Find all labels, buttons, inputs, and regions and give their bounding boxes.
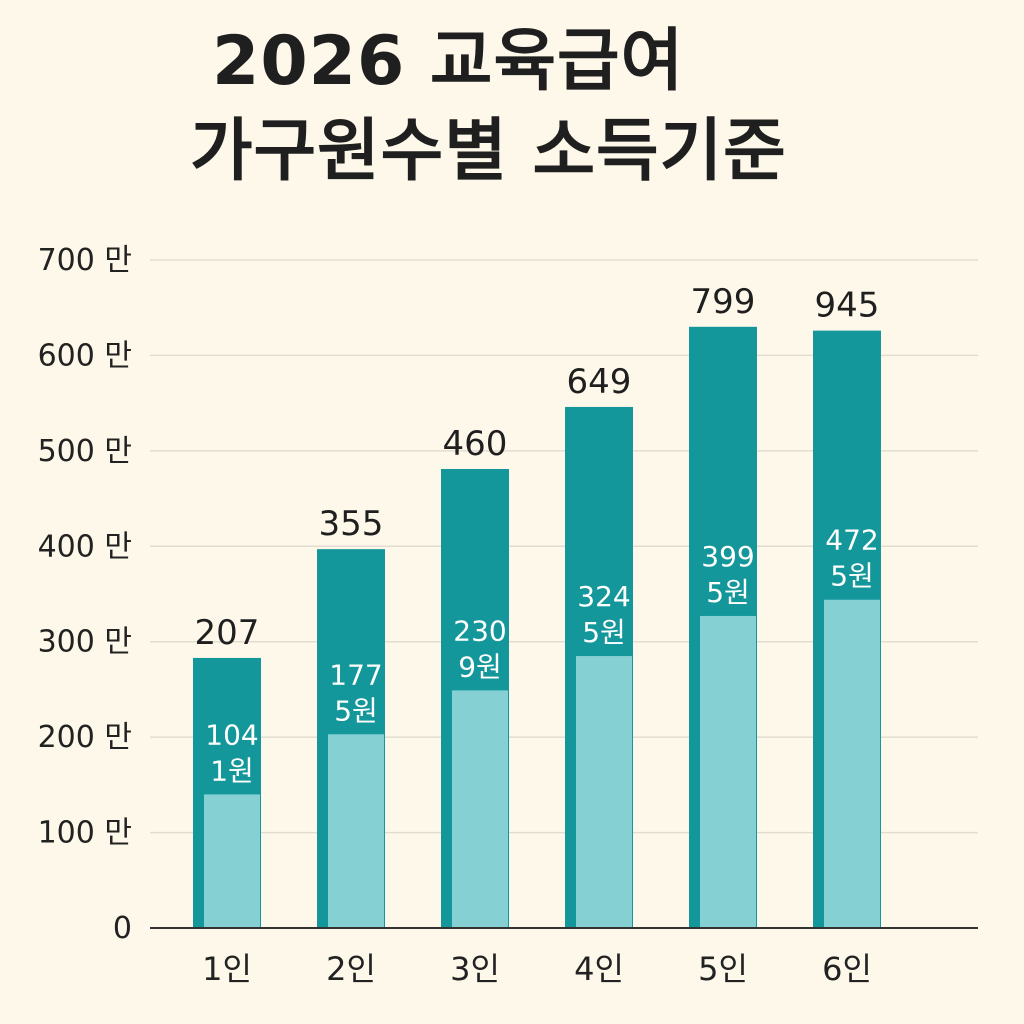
data-label-base-3-line-2: 9원 [458, 650, 502, 683]
bar-base-3 [452, 690, 508, 928]
y-tick-label: 700 만 [38, 243, 132, 278]
x-tick-label-5: 5인 [698, 950, 748, 988]
data-label-base-5-line-1: 399 [701, 540, 754, 573]
data-label-base-5-line-2: 5원 [706, 576, 750, 609]
y-tick-label: 300 만 [38, 625, 132, 660]
y-tick-label: 200 만 [38, 720, 132, 755]
x-tick-label-4: 4인 [574, 950, 624, 988]
data-label-base-2-line-2: 5원 [334, 694, 378, 727]
y-tick-label: 500 만 [38, 434, 132, 469]
bars [193, 326, 881, 929]
bar-base-5 [700, 615, 756, 928]
y-tick-label: 600 만 [38, 338, 132, 373]
data-label-total-1: 207 [195, 613, 260, 653]
y-axis-ticks: 0 100 만 200 만 300 만 400 만 500 만 600 만 700 만 [38, 243, 132, 946]
x-tick-label-1: 1인 [202, 950, 252, 988]
bar-base-4 [576, 656, 632, 928]
chart-title-line-2: 가구원수별 소득기준 [190, 112, 787, 191]
data-labels: 2071041원3551775원4602309원6493245원7993995원… [195, 282, 880, 788]
x-tick-label-2: 2인 [326, 950, 376, 988]
x-tick-label-6: 6인 [822, 950, 872, 988]
chart-title-line-1: 2026 교육급여 [212, 22, 685, 101]
data-label-base-2-line-1: 177 [329, 658, 382, 691]
bar-base-1 [204, 794, 260, 928]
data-label-total-2: 355 [319, 504, 384, 544]
y-tick-label: 400 만 [38, 529, 132, 564]
data-label-total-3: 460 [443, 424, 508, 464]
data-label-base-4-line-1: 324 [577, 580, 630, 613]
bar-base-2 [328, 734, 384, 928]
x-tick-label-3: 3인 [450, 950, 500, 988]
data-label-base-4-line-2: 5원 [582, 616, 626, 649]
bar-base-6 [824, 599, 880, 928]
y-tick-label: 0 [113, 911, 132, 946]
data-label-base-1-line-1: 104 [205, 718, 258, 751]
data-label-base-6-line-2: 5원 [830, 560, 874, 593]
data-label-total-5: 799 [691, 282, 756, 322]
data-label-base-1-line-2: 1원 [210, 754, 254, 787]
data-label-base-3-line-1: 230 [453, 614, 506, 647]
x-axis-ticks: 1인 2인 3인 4인 5인 6인 [202, 950, 872, 988]
data-label-base-6-line-1: 472 [825, 524, 878, 557]
data-label-total-6: 945 [815, 286, 880, 326]
data-label-total-4: 649 [567, 362, 632, 402]
y-tick-label: 100 만 [38, 816, 132, 851]
